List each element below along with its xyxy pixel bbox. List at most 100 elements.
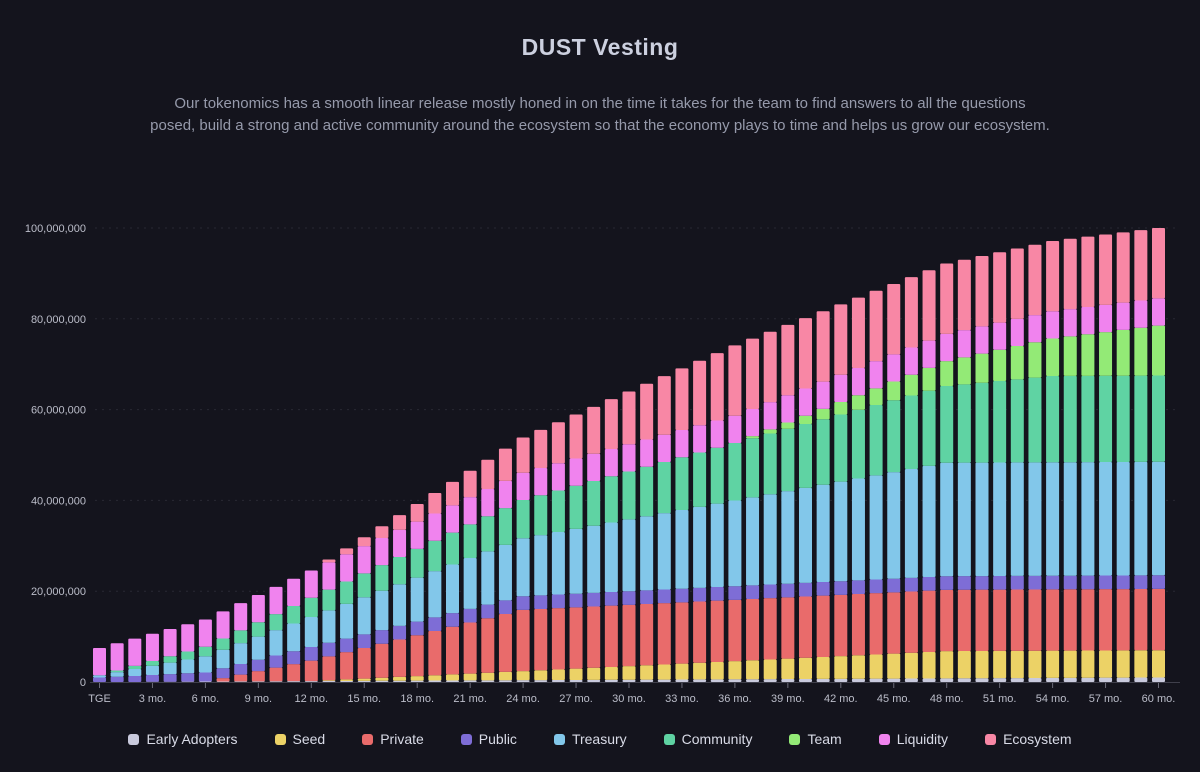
bar-month-27[interactable]: [569, 414, 583, 682]
bar-segment-seed[interactable]: [1081, 650, 1095, 678]
bar-month-12[interactable]: [304, 570, 318, 682]
bar-segment-community[interactable]: [622, 471, 636, 520]
bar-segment-team[interactable]: [975, 353, 989, 383]
bar-segment-private[interactable]: [622, 604, 636, 667]
bar-segment-treasury[interactable]: [110, 672, 124, 677]
bar-segment-public[interactable]: [393, 625, 407, 640]
bar-segment-ecosystem[interactable]: [481, 459, 495, 490]
bar-segment-early-adopters[interactable]: [375, 680, 389, 682]
bar-segment-ecosystem[interactable]: [428, 492, 442, 514]
bar-segment-early-adopters[interactable]: [604, 679, 618, 682]
bar-segment-treasury[interactable]: [922, 465, 936, 578]
bar-segment-treasury[interactable]: [693, 506, 707, 588]
bar-segment-treasury[interactable]: [763, 494, 777, 585]
bar-segment-seed[interactable]: [569, 668, 583, 680]
bar-segment-community[interactable]: [145, 660, 159, 666]
bar-month-60[interactable]: [1152, 228, 1165, 682]
bar-segment-early-adopters[interactable]: [1116, 677, 1130, 682]
bar-segment-liquidity[interactable]: [693, 425, 707, 453]
bar-segment-ecosystem[interactable]: [463, 470, 477, 498]
bar-segment-private[interactable]: [287, 664, 301, 682]
bar-segment-community[interactable]: [1099, 375, 1113, 463]
bar-segment-seed[interactable]: [728, 661, 742, 680]
bar-segment-private[interactable]: [1028, 589, 1042, 651]
bar-segment-liquidity[interactable]: [516, 472, 530, 500]
bar-segment-community[interactable]: [198, 646, 212, 657]
bar-segment-liquidity[interactable]: [957, 330, 971, 358]
bar-segment-early-adopters[interactable]: [587, 679, 601, 682]
bar-segment-public[interactable]: [675, 588, 689, 603]
bar-month-32[interactable]: [657, 376, 671, 682]
bar-month-47[interactable]: [922, 270, 936, 682]
bar-segment-early-adopters[interactable]: [922, 678, 936, 682]
bar-segment-treasury[interactable]: [287, 623, 301, 652]
bar-segment-public[interactable]: [940, 576, 954, 590]
bar-segment-community[interactable]: [269, 614, 283, 631]
bar-segment-treasury[interactable]: [834, 481, 848, 582]
bar-segment-community[interactable]: [357, 573, 371, 598]
legend-item-private[interactable]: Private: [362, 731, 424, 747]
bar-month-26[interactable]: [551, 422, 565, 682]
bar-segment-public[interactable]: [1099, 575, 1113, 590]
bar-segment-treasury[interactable]: [587, 525, 601, 593]
bar-segment-public[interactable]: [410, 621, 424, 636]
bar-segment-treasury[interactable]: [851, 478, 865, 581]
bar-segment-team[interactable]: [922, 367, 936, 391]
bar-segment-ecosystem[interactable]: [1010, 248, 1024, 319]
bar-segment-early-adopters[interactable]: [1028, 677, 1042, 682]
bar-segment-team[interactable]: [869, 388, 883, 406]
bar-segment-treasury[interactable]: [957, 462, 971, 577]
bar-segment-public[interactable]: [834, 581, 848, 595]
bar-segment-community[interactable]: [851, 409, 865, 479]
bar-segment-community[interactable]: [1046, 376, 1060, 463]
bar-segment-early-adopters[interactable]: [675, 679, 689, 682]
bar-segment-treasury[interactable]: [322, 610, 336, 643]
bar-segment-ecosystem[interactable]: [728, 345, 742, 416]
bar-month-15[interactable]: [357, 537, 371, 682]
bar-segment-early-adopters[interactable]: [428, 680, 442, 682]
bar-segment-public[interactable]: [693, 587, 707, 602]
bar-segment-liquidity[interactable]: [1063, 309, 1077, 337]
bar-segment-early-adopters[interactable]: [799, 678, 812, 682]
bar-segment-community[interactable]: [657, 461, 671, 514]
bar-segment-private[interactable]: [481, 618, 495, 673]
bar-month-22[interactable]: [481, 459, 495, 682]
bar-segment-team[interactable]: [1099, 332, 1113, 376]
bar-segment-seed[interactable]: [1152, 650, 1165, 678]
bar-segment-seed[interactable]: [1010, 650, 1024, 679]
bar-segment-early-adopters[interactable]: [940, 678, 954, 682]
bar-segment-treasury[interactable]: [1063, 462, 1077, 576]
bar-segment-community[interactable]: [375, 565, 389, 591]
bar-segment-public[interactable]: [1028, 575, 1042, 590]
bar-segment-early-adopters[interactable]: [746, 679, 760, 682]
bar-segment-private[interactable]: [834, 594, 848, 657]
bar-segment-private[interactable]: [816, 595, 830, 657]
bar-segment-community[interactable]: [693, 452, 707, 507]
bar-segment-private[interactable]: [446, 626, 459, 675]
bar-segment-team[interactable]: [1063, 336, 1077, 376]
bar-segment-liquidity[interactable]: [1010, 318, 1024, 347]
bar-segment-team[interactable]: [834, 402, 848, 415]
bar-segment-liquidity[interactable]: [551, 463, 565, 491]
bar-month-14[interactable]: [340, 548, 354, 682]
bar-month-44[interactable]: [869, 290, 883, 682]
bar-segment-ecosystem[interactable]: [1063, 238, 1077, 310]
bar-segment-liquidity[interactable]: [940, 333, 954, 362]
bar-segment-team[interactable]: [887, 381, 901, 401]
bar-segment-ecosystem[interactable]: [816, 311, 830, 382]
bar-segment-public[interactable]: [551, 594, 565, 609]
bar-month-0[interactable]: [93, 647, 106, 682]
bar-segment-liquidity[interactable]: [128, 638, 142, 666]
bar-month-58[interactable]: [1116, 232, 1130, 682]
bar-segment-private[interactable]: [781, 597, 795, 659]
bar-month-31[interactable]: [640, 383, 654, 682]
bar-segment-treasury[interactable]: [1028, 462, 1042, 576]
bar-segment-liquidity[interactable]: [110, 643, 124, 671]
bar-segment-ecosystem[interactable]: [1028, 244, 1042, 316]
bar-segment-public[interactable]: [728, 586, 742, 600]
bar-segment-ecosystem[interactable]: [1152, 228, 1165, 299]
bar-segment-public[interactable]: [1063, 575, 1077, 590]
bar-month-34[interactable]: [693, 360, 707, 682]
bar-segment-liquidity[interactable]: [1099, 304, 1113, 333]
bar-segment-treasury[interactable]: [816, 484, 830, 583]
